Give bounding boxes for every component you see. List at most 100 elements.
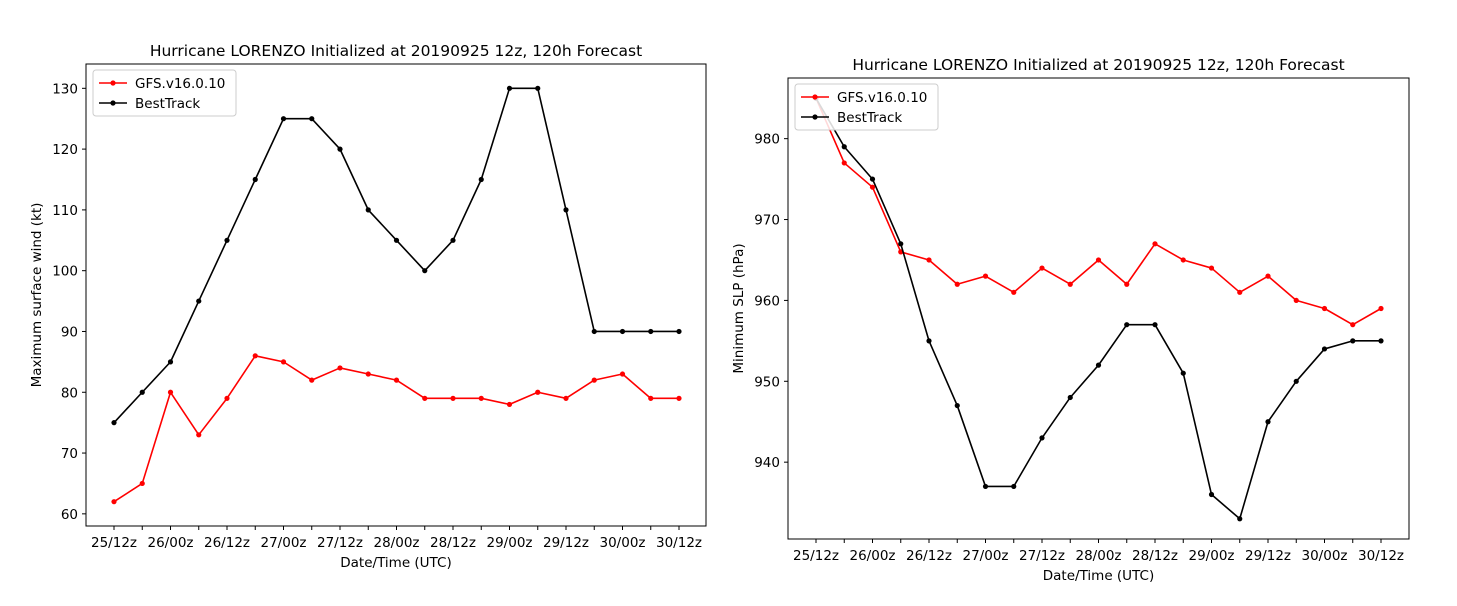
data-point xyxy=(280,359,287,365)
y-tick-label: 110 xyxy=(52,203,78,219)
x-tick-label: 30/00z xyxy=(1302,548,1348,564)
x-tick-label: 28/12z xyxy=(1132,548,1178,564)
data-point xyxy=(1293,297,1299,304)
data-point xyxy=(1152,241,1158,247)
data-point xyxy=(309,116,315,122)
data-point xyxy=(841,144,847,150)
data-point xyxy=(365,207,371,213)
data-point xyxy=(450,395,456,401)
x-tick-label: 26/00z xyxy=(148,535,194,551)
y-tick-label: 940 xyxy=(754,455,780,471)
data-point xyxy=(982,273,989,279)
data-point xyxy=(1378,338,1384,344)
x-tick-label: 26/12z xyxy=(204,535,250,551)
plot-frame xyxy=(85,63,707,527)
data-point xyxy=(422,268,428,274)
x-tick-label: 29/00z xyxy=(487,535,533,551)
x-tick-label: 26/00z xyxy=(850,548,896,564)
legend-entry: BestTrack xyxy=(135,96,200,112)
legend: GFS.v16.0.10 BestTrack xyxy=(92,69,237,117)
data-point xyxy=(1039,265,1045,271)
y-tick-label: 100 xyxy=(52,264,78,280)
data-point xyxy=(926,257,932,263)
chart-title: Hurricane LORENZO Initialized at 2019092… xyxy=(852,56,1344,74)
data-point xyxy=(563,395,569,401)
x-tick-label: 30/12z xyxy=(656,535,702,551)
data-point xyxy=(535,389,541,395)
data-point xyxy=(167,389,174,395)
x-tick-label: 29/12z xyxy=(1245,548,1291,564)
data-point xyxy=(954,281,960,287)
chart-title: Hurricane LORENZO Initialized at 2019092… xyxy=(150,42,642,60)
y-tick-label: 120 xyxy=(52,142,78,158)
y-tick-label: 80 xyxy=(61,385,78,401)
x-tick-label: 27/00z xyxy=(963,548,1009,564)
data-point xyxy=(1265,419,1271,425)
x-tick-label: 28/00z xyxy=(374,535,420,551)
data-point xyxy=(869,176,876,182)
x-tick-label: 30/00z xyxy=(600,535,646,551)
data-point xyxy=(1321,305,1328,312)
y-tick-label: 960 xyxy=(754,293,780,309)
data-point xyxy=(111,499,117,505)
plot-frame xyxy=(787,77,1410,540)
data-point xyxy=(422,395,428,401)
data-point xyxy=(111,420,117,426)
data-point xyxy=(478,176,484,183)
y-tick-label: 70 xyxy=(61,446,78,462)
data-point xyxy=(648,328,654,335)
data-point xyxy=(450,237,456,243)
y-tick-label: 90 xyxy=(61,324,78,340)
x-tick-label: 28/00z xyxy=(1076,548,1122,564)
data-point xyxy=(1208,265,1215,271)
data-point xyxy=(506,85,513,91)
data-point xyxy=(1293,378,1299,384)
legend-marker xyxy=(110,100,116,106)
data-point xyxy=(224,395,230,401)
data-point xyxy=(1180,370,1186,376)
data-point xyxy=(1011,289,1017,295)
legend-entry: GFS.v16.0.10 xyxy=(135,76,225,92)
data-point xyxy=(619,371,626,377)
data-point xyxy=(591,328,597,335)
x-axis-label: Date/Time (UTC) xyxy=(340,555,451,571)
data-point xyxy=(139,389,145,395)
y-tick-label: 970 xyxy=(754,213,780,229)
data-point xyxy=(1067,394,1073,401)
x-tick-label: 28/12z xyxy=(430,535,476,551)
data-point xyxy=(1378,305,1384,312)
data-point xyxy=(1180,257,1186,263)
legend-marker xyxy=(812,94,818,100)
chart-1: Hurricane LORENZO Initialized at 2019092… xyxy=(29,42,707,571)
data-point xyxy=(982,483,989,490)
y-tick-label: 130 xyxy=(52,81,78,97)
data-point xyxy=(954,402,960,409)
data-point xyxy=(167,359,174,365)
data-point xyxy=(619,328,626,335)
data-point xyxy=(252,353,258,359)
y-axis-label: Minimum SLP (hPa) xyxy=(731,243,747,373)
series-besttrack xyxy=(813,95,1384,522)
series-line xyxy=(815,97,1382,326)
data-point xyxy=(1265,273,1271,279)
data-point xyxy=(1350,322,1356,328)
data-point xyxy=(1208,491,1215,498)
legend-entry: BestTrack xyxy=(837,110,902,126)
data-point xyxy=(676,395,682,401)
x-tick-label: 26/12z xyxy=(906,548,952,564)
data-point xyxy=(1011,483,1017,490)
legend-marker xyxy=(812,114,818,120)
data-point xyxy=(393,377,400,383)
data-point xyxy=(926,338,932,344)
data-point xyxy=(563,207,569,213)
x-tick-label: 27/12z xyxy=(1019,548,1065,564)
data-point xyxy=(1067,281,1073,287)
legend-entry: GFS.v16.0.10 xyxy=(837,90,927,106)
data-point xyxy=(1124,281,1130,287)
x-axis-label: Date/Time (UTC) xyxy=(1043,568,1154,584)
data-point xyxy=(309,377,315,383)
series-line xyxy=(113,87,679,424)
data-point xyxy=(365,371,371,377)
x-tick-label: 25/12z xyxy=(91,535,137,551)
